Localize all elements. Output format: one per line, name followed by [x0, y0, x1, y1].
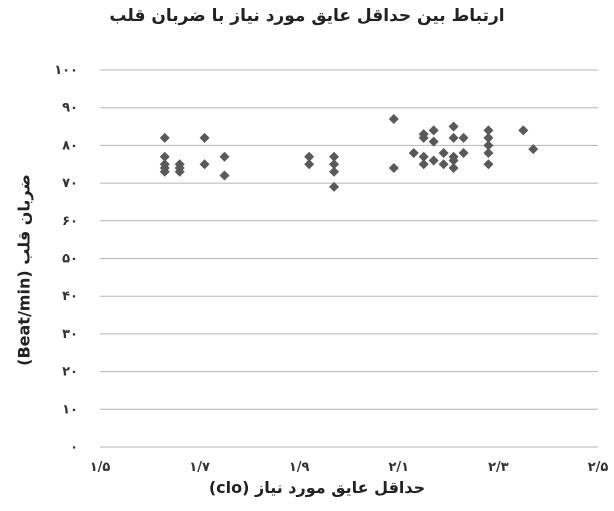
data-point [458, 147, 469, 158]
data-point [483, 132, 494, 143]
data-point [304, 159, 315, 170]
data-point [219, 151, 230, 162]
data-point [483, 159, 494, 170]
data-point [428, 136, 439, 147]
x-tick-label: ۱/۹ [289, 460, 310, 475]
data-point [458, 132, 469, 143]
data-point [304, 151, 315, 162]
y-tick-label: ۴۰ [62, 289, 78, 304]
y-tick-label: ۹۰ [62, 101, 78, 116]
data-point [199, 159, 210, 170]
data-point [448, 121, 459, 132]
x-tick-label: ۱/۷ [189, 460, 210, 475]
x-tick-label: ۲/۱ [388, 460, 409, 475]
data-point [428, 155, 439, 166]
data-point [388, 114, 399, 125]
data-point [483, 125, 494, 136]
data-point [174, 166, 185, 177]
y-tick-label: ۱۰۰ [54, 63, 78, 78]
x-tick-label: ۲/۵ [588, 460, 609, 475]
data-point [448, 155, 459, 166]
data-point [329, 159, 340, 170]
data-point [329, 181, 340, 192]
data-point [329, 166, 340, 177]
x-axis-label: حداقل عایق مورد نیاز (clo) [208, 478, 426, 497]
y-tick-label: ۰ [70, 440, 78, 455]
data-point [329, 151, 340, 162]
data-point [219, 170, 230, 181]
y-tick-labels: ۰ ۱۰ ۲۰ ۳۰ ۴۰ ۵۰ ۶۰ ۷۰ ۸۰ ۹۰ ۱۰۰ [54, 63, 78, 455]
y-tick-label: ۲۰ [62, 365, 78, 380]
data-point [388, 163, 399, 174]
y-tick-label: ۷۰ [62, 176, 78, 191]
data-point [418, 132, 429, 143]
y-tick-label: ۳۰ [62, 327, 78, 342]
chart-title: ارتباط بین حداقل عایق مورد نیاز با ضربان… [109, 6, 505, 26]
x-tick-label: ۲/۳ [488, 460, 509, 475]
data-point [448, 163, 459, 174]
data-point [408, 147, 419, 158]
data-point [483, 140, 494, 151]
data-point [448, 132, 459, 143]
data-point [518, 125, 529, 136]
data-point [159, 166, 170, 177]
data-point [438, 159, 449, 170]
data-point [428, 125, 439, 136]
x-tick-label: ۱/۵ [90, 460, 111, 475]
data-point [438, 147, 449, 158]
gridlines [100, 69, 598, 448]
y-tick-label: ۸۰ [62, 138, 78, 153]
data-point [483, 147, 494, 158]
data-point [199, 132, 210, 143]
y-tick-label: ۵۰ [62, 252, 78, 267]
data-point [418, 159, 429, 170]
data-points [159, 114, 539, 192]
data-point [159, 151, 170, 162]
x-tick-labels: ۱/۵ ۱/۷ ۱/۹ ۲/۱ ۲/۳ ۲/۵ [90, 460, 609, 475]
y-tick-label: ۱۰ [62, 402, 78, 417]
y-tick-label: ۶۰ [62, 214, 78, 229]
data-point [528, 144, 539, 155]
data-point [418, 151, 429, 162]
data-point [159, 132, 170, 143]
